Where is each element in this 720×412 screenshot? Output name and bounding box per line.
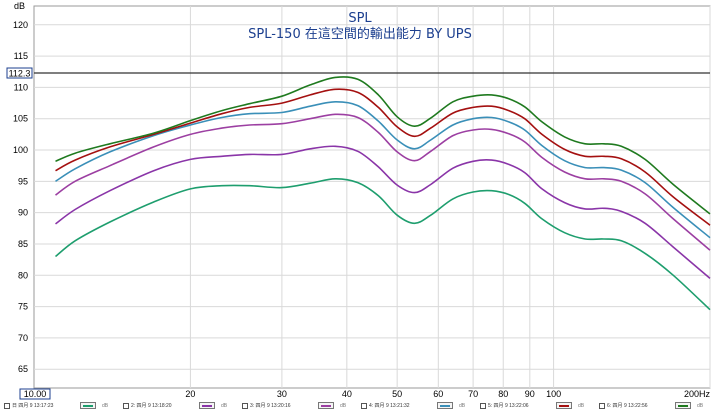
x-tick-label: 90 xyxy=(525,389,535,399)
series-line xyxy=(55,88,711,226)
chart-title: SPL xyxy=(348,11,372,26)
legend-item[interactable]: 5: 四月 9 13:22:06 dB xyxy=(480,401,584,410)
x-tick-label: 200Hz xyxy=(684,389,711,399)
series-line xyxy=(54,177,711,311)
x-tick-label: 70 xyxy=(468,389,478,399)
series-line xyxy=(55,76,711,215)
legend-checkbox[interactable] xyxy=(4,402,10,409)
legend-item[interactable]: 3: 四月 9 13:20:16 dB xyxy=(242,401,346,410)
legend-checkbox[interactable] xyxy=(480,402,486,409)
y-tick-label: 105 xyxy=(13,114,28,124)
legend-unit: dB xyxy=(578,402,585,409)
legend-unit: dB xyxy=(221,402,228,409)
y-tick-label: 65 xyxy=(18,364,28,374)
legend-unit: dB xyxy=(459,402,466,409)
cursor-readout[interactable]: 112.3 xyxy=(6,67,710,79)
legend-swatch-button[interactable] xyxy=(199,402,215,409)
legend-swatch-button[interactable] xyxy=(80,402,96,409)
legend-unit: dB xyxy=(697,402,704,409)
series-line xyxy=(55,100,711,239)
x-axis-start-box: 10.00 xyxy=(19,388,51,400)
legend-label: 6: 四月 9 13:22:56 xyxy=(607,403,648,409)
x-tick-label: 10.00 xyxy=(24,389,47,399)
legend-item[interactable]: 4: 四月 9 13:21:32 dB xyxy=(361,401,465,410)
legend-swatch-button[interactable] xyxy=(556,402,572,409)
y-tick-label: 70 xyxy=(18,333,28,343)
y-tick-label: 100 xyxy=(13,145,28,155)
x-tick-label: 50 xyxy=(392,389,402,399)
x-tick-label: 20 xyxy=(185,389,195,399)
legend-unit: dB xyxy=(340,402,347,409)
series-lines xyxy=(54,76,711,311)
x-tick-label: 40 xyxy=(342,389,352,399)
legend-checkbox[interactable] xyxy=(599,402,605,409)
legend-label: 日 四月 9 13:17:23 xyxy=(12,403,54,409)
chart-subtitle: SPL-150 在這空間的輸出能力 BY UPS xyxy=(248,26,472,42)
legend-label: 3: 四月 9 13:20:16 xyxy=(250,403,291,409)
legend-checkbox[interactable] xyxy=(242,402,248,409)
x-tick-label: 60 xyxy=(433,389,443,399)
plot-frame xyxy=(33,5,711,389)
legend-checkbox[interactable] xyxy=(361,402,367,409)
y-tick-label: 110 xyxy=(14,82,28,92)
legend-bar: 日 四月 9 13:17:23 dB 2: 四月 9 13:18:20 dB 3: 四月… xyxy=(0,399,720,412)
legend-item[interactable]: 6: 四月 9 13:22:56 dB xyxy=(599,401,703,410)
legend-item[interactable]: 日 四月 9 13:17:23 dB xyxy=(4,401,108,410)
legend-checkbox[interactable] xyxy=(123,402,129,409)
series-line xyxy=(55,113,711,251)
legend-label: 4: 四月 9 13:21:32 xyxy=(369,403,410,409)
y-tick-label: 80 xyxy=(18,270,28,280)
y-axis-label: dB xyxy=(14,1,25,11)
series-line xyxy=(55,145,711,280)
x-tick-label: 100 xyxy=(546,389,561,399)
chart-grid xyxy=(33,5,711,389)
x-tick-label: 30 xyxy=(277,389,287,399)
legend-item[interactable]: 2: 四月 9 13:18:20 dB xyxy=(123,401,227,410)
x-start-frame xyxy=(19,388,51,400)
y-tick-label: 90 xyxy=(18,208,28,218)
cursor-value-box xyxy=(6,67,33,79)
y-tick-label: 85 xyxy=(18,239,28,249)
x-tick-labels: 10.00 20 30 40 50 60 70 80 90 100 200Hz xyxy=(19,388,711,400)
y-tick-label: 115 xyxy=(14,51,28,61)
y-tick-label: 120 xyxy=(13,20,28,30)
y-tick-label: 95 xyxy=(18,176,28,186)
legend-swatch-button[interactable] xyxy=(318,402,334,409)
y-tick-labels: 65 70 75 80 85 90 95 100 105 110 115 120 xyxy=(13,20,28,374)
legend-swatch-button[interactable] xyxy=(675,402,691,409)
cursor-value: 112.3 xyxy=(9,69,31,79)
legend-unit: dB xyxy=(102,402,109,409)
y-tick-label: 75 xyxy=(18,302,28,312)
x-tick-label: 80 xyxy=(498,389,508,399)
legend-label: 5: 四月 9 13:22:06 xyxy=(488,403,529,409)
legend-swatch-button[interactable] xyxy=(437,402,453,409)
legend-label: 2: 四月 9 13:18:20 xyxy=(131,403,172,409)
